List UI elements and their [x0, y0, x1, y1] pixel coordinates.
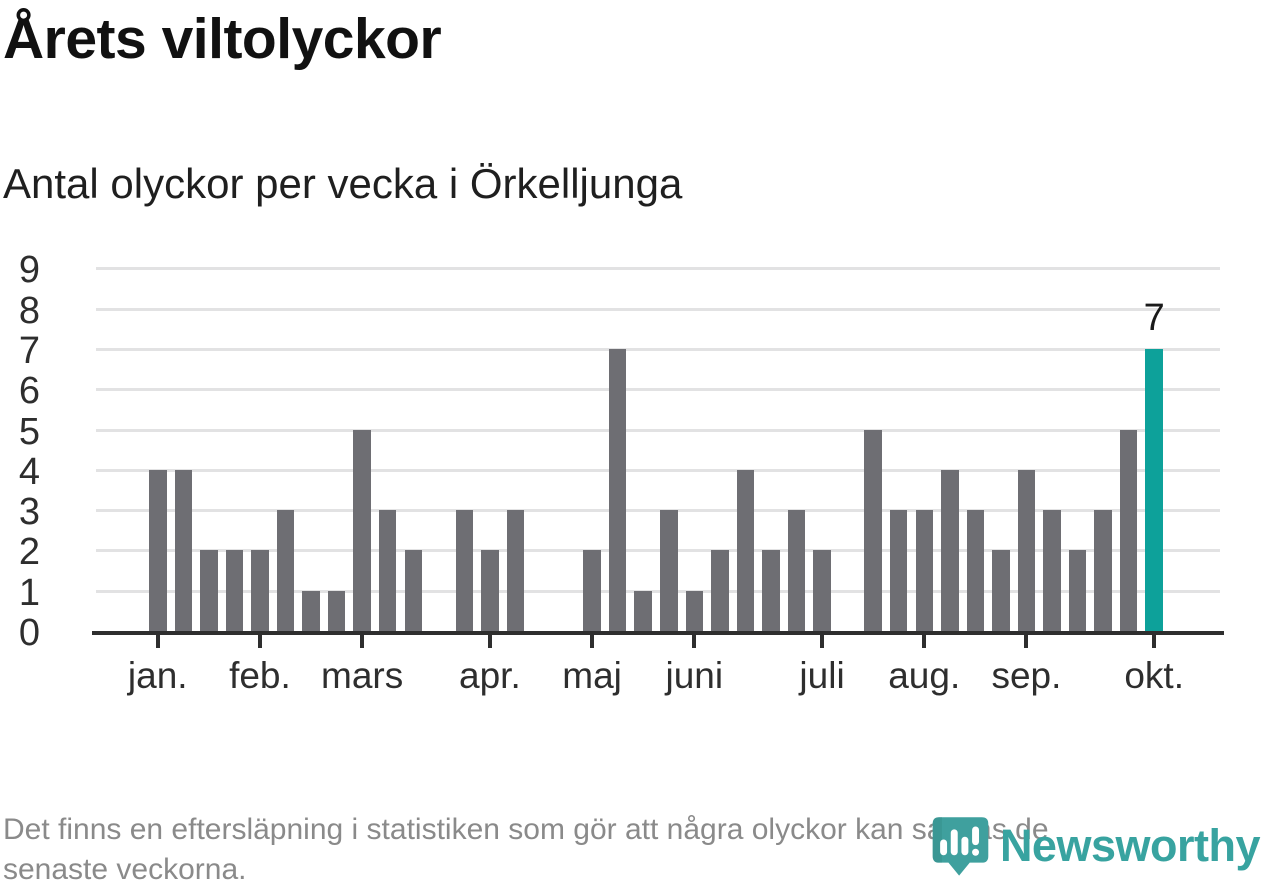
highlight-value-label: 7 [1143, 296, 1165, 339]
footnote-line-1: Det finns en eftersläpning i statistiken… [3, 813, 1049, 846]
bar-week-32 [941, 469, 959, 631]
bar-week-7 [302, 590, 320, 631]
bar-week-30 [889, 510, 908, 631]
bar-week-15 [506, 510, 525, 631]
bar-week-1 [149, 469, 167, 631]
x-axis-tick-mars [360, 635, 365, 648]
x-axis-label-jan.: jan. [127, 655, 188, 696]
bar-week-31 [915, 510, 933, 631]
y-axis-label-7: 7 [18, 329, 40, 372]
gridline-2 [96, 549, 1220, 553]
highlighted-bar-current-week [1145, 348, 1163, 631]
x-axis-label-feb.: feb. [229, 655, 291, 696]
bar-week-39 [1119, 429, 1138, 631]
x-axis-tick-aug. [922, 635, 927, 648]
newsworthy-branding: Newsworthy [929, 813, 1261, 879]
newsworthy-bubble-chart-icon [932, 817, 989, 876]
bar-week-13 [455, 510, 474, 631]
y-axis-label-8: 8 [18, 289, 40, 332]
bar-week-11 [404, 550, 422, 631]
bar-week-25 [762, 550, 780, 631]
x-axis-label-maj: maj [562, 655, 622, 696]
y-axis-label-2: 2 [18, 531, 40, 574]
y-axis-label-4: 4 [18, 450, 40, 493]
bar-week-23 [711, 550, 729, 631]
x-axis-tick-maj [590, 635, 595, 648]
bar-chart-plot-area: 0 1 2 3 4 5 6 7 8 9 jan. feb. mars apr. maj juni juli aug… [19, 249, 1224, 710]
bar-week-33 [966, 510, 985, 631]
x-axis-label-mars: mars [321, 655, 404, 696]
y-axis-label-5: 5 [18, 410, 40, 453]
bar-week-38 [1094, 510, 1112, 631]
bar-week-14 [481, 550, 499, 631]
y-axis-label-3: 3 [18, 491, 40, 534]
y-axis-label-9: 9 [18, 249, 40, 292]
x-axis-tick-okt. [1152, 635, 1157, 648]
bar-week-20 [634, 590, 652, 631]
x-axis-label-aug.: aug. [888, 655, 961, 696]
bar-week-29 [864, 429, 882, 631]
bar-week-24 [736, 469, 755, 631]
bar-week-2 [174, 469, 193, 631]
bar-week-21 [660, 510, 678, 631]
x-axis-label-juli: juli [799, 655, 845, 696]
bar-week-10 [378, 510, 397, 631]
bar-week-19 [608, 348, 627, 631]
bar-week-6 [276, 510, 295, 631]
bar-week-26 [787, 510, 806, 631]
gridline-8 [96, 307, 1220, 311]
x-axis-label-juni: juni [665, 655, 724, 696]
gridline-7 [96, 347, 1220, 351]
x-axis-tick-sep. [1024, 635, 1029, 648]
bar-week-3 [200, 550, 218, 631]
bar-week-4 [225, 550, 244, 631]
chart-subtitle: Antal olyckor per vecka i Örkelljunga [3, 160, 683, 207]
x-axis-tick-jan. [155, 635, 160, 648]
bar-week-36 [1043, 510, 1061, 631]
bar-week-37 [1068, 550, 1087, 631]
gridline-5 [96, 428, 1220, 432]
x-axis-tick-juli [820, 635, 825, 648]
y-axis-label-6: 6 [18, 370, 40, 413]
bar-week-5 [251, 550, 269, 631]
gridline-1 [96, 589, 1220, 593]
gridline-4 [96, 468, 1220, 472]
x-axis-label-okt.: okt. [1124, 655, 1184, 696]
bar-week-27 [813, 550, 831, 631]
bar-week-34 [992, 550, 1010, 631]
gridline-6 [96, 388, 1220, 392]
bar-week-35 [1017, 469, 1036, 631]
page-title: Årets viltolyckor [3, 7, 442, 71]
bar-week-18 [583, 550, 601, 631]
bar-week-8 [327, 590, 346, 631]
gridline-9 [96, 267, 1220, 271]
x-axis-tick-feb. [257, 635, 262, 648]
x-axis-line [92, 631, 1224, 635]
x-axis-label-apr.: apr. [459, 655, 521, 696]
bar-week-9 [353, 429, 371, 631]
y-axis-label-0: 0 [18, 612, 40, 654]
bar-week-22 [685, 590, 704, 631]
y-axis-label-1: 1 [18, 571, 40, 614]
x-axis-label-sep.: sep. [991, 655, 1062, 696]
x-axis-tick-apr. [487, 635, 492, 648]
newsworthy-wordmark: Newsworthy [999, 820, 1261, 871]
gridline-3 [96, 509, 1220, 513]
x-axis-tick-juni [692, 635, 697, 648]
